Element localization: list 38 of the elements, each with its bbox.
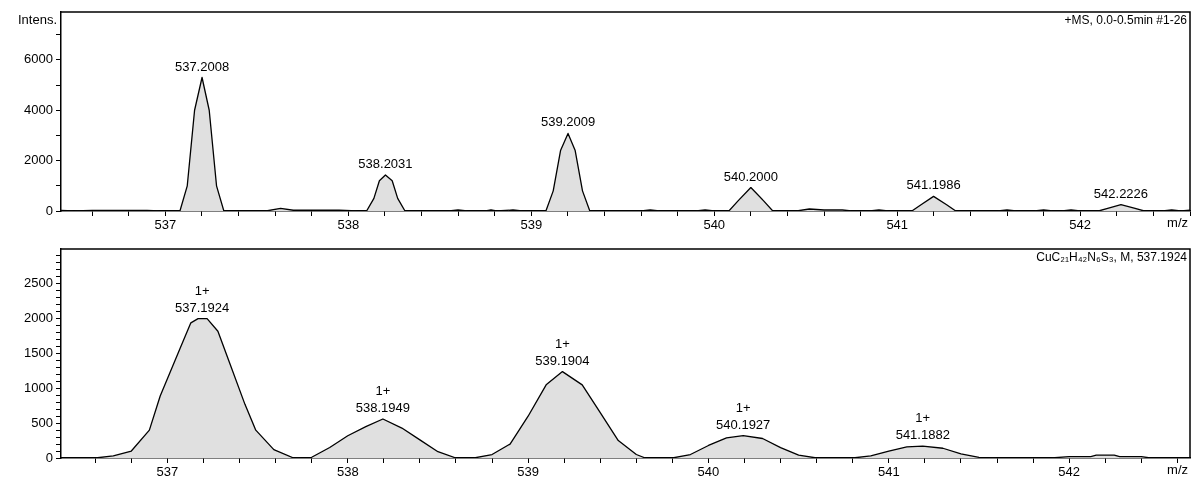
y-tick-label: 2500 <box>24 275 53 291</box>
y-tick-label: 4000 <box>24 101 53 117</box>
x-tick-label: 539 <box>520 217 543 233</box>
annotation: 538.2031 <box>358 156 413 172</box>
x-tick-label: 538 <box>337 217 360 233</box>
annotation: 540.2000 <box>723 168 778 184</box>
x-tick-label: 538 <box>336 464 359 480</box>
annotation: 1+ 537.1924 <box>174 282 230 315</box>
y-tick-label: 500 <box>31 414 53 430</box>
x-tick-label: 541 <box>877 464 900 480</box>
x-tick-label: 537 <box>154 217 177 233</box>
y-tick-label: 1000 <box>24 379 53 395</box>
x-tick-label: 539 <box>517 464 539 480</box>
annotation: 1+ 541.1882 <box>895 410 950 443</box>
annotation: 1+ 539.1904 <box>535 335 590 368</box>
annotation: CuC₂₁H₄₂N₆S₃, M, 537.1924 <box>1036 250 1188 265</box>
x-tick-label: 540 <box>703 217 726 233</box>
x-tick-label: 542 <box>1069 217 1092 233</box>
y-tick-label: 1500 <box>24 345 53 361</box>
y-tick-label: 0 <box>45 202 53 218</box>
x-axis-title: m/z <box>1167 215 1188 231</box>
annotation: 542.2226 <box>1093 185 1149 201</box>
x-axis-title: m/z <box>1167 462 1188 478</box>
x-tick-label: 540 <box>697 464 720 480</box>
y-tick-label: 0 <box>45 449 53 465</box>
annotation: 541.1986 <box>906 177 961 193</box>
y-tick-label: 6000 <box>24 51 53 67</box>
y-tick-label: 2000 <box>24 310 53 326</box>
annotation: 537.2008 <box>174 58 230 74</box>
annotation: 539.2009 <box>540 114 596 130</box>
annotation: 1+ 538.1949 <box>355 383 411 416</box>
annotation: +MS, 0.0-0.5min #1-26 <box>1064 13 1188 28</box>
x-tick-label: 537 <box>156 464 179 480</box>
x-tick-label: 542 <box>1058 464 1081 480</box>
y-tick-label: 2000 <box>24 152 53 168</box>
annotation: 1+ 540.1927 <box>716 399 771 432</box>
y-axis-title: Intens. <box>17 12 57 28</box>
x-tick-label: 541 <box>886 217 909 233</box>
